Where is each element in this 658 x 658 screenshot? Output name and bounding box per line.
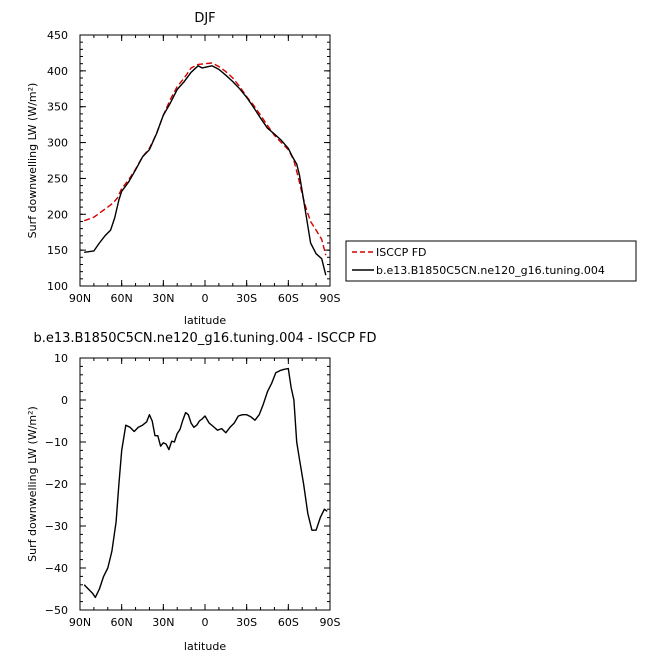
y-tick-label: −30: [45, 520, 68, 533]
x-tick-label: 30S: [236, 292, 257, 305]
y-tick-label: 250: [47, 172, 68, 185]
djf-panel: DJF 100 150 200 250 300 350 400 450 90N 60N 30N 0 30S…: [26, 11, 637, 327]
y-tick-label: 10: [54, 352, 68, 365]
y-tick-label: −50: [45, 604, 68, 617]
x-tick-label: 60S: [278, 616, 299, 629]
x-tick-label: 0: [202, 616, 209, 629]
x-tick-label: 30N: [152, 292, 174, 305]
x-tick-label: 90N: [69, 292, 91, 305]
legend-label: b.e13.B1850C5CN.ne120_g16.tuning.004: [376, 264, 605, 277]
y-tick-label: 0: [61, 394, 68, 407]
y-tick-label: 450: [47, 29, 68, 42]
y-tick-label: 200: [47, 208, 68, 221]
x-tick-label: 60N: [111, 616, 133, 629]
legend-box: [345, 240, 637, 282]
y-tick-label: 300: [47, 137, 68, 150]
x-tick-label: 90S: [320, 616, 341, 629]
x-tick-label: 90N: [69, 616, 91, 629]
x-axis-label: latitude: [184, 640, 226, 653]
x-tick-label: 30S: [236, 616, 257, 629]
y-tick-label: 150: [47, 244, 68, 257]
series-line-difference: [83, 367, 328, 599]
series-line-isccp-fd: [83, 62, 327, 256]
series-line-b-e13-b1850c5cn-ne120-g16-tuning-004: [84, 65, 327, 276]
y-tick-label: −40: [45, 562, 68, 575]
y-tick-label: 350: [47, 101, 68, 114]
y-axis-label: Surf downwelling LW (W/m²): [26, 406, 39, 562]
y-axis-label: Surf downwelling LW (W/m²): [26, 83, 39, 239]
y-tick-label: −20: [45, 478, 68, 491]
y-tick-label: 100: [47, 280, 68, 293]
difference-panel: b.e13.B1850C5CN.ne120_g16.tuning.004 - I…: [26, 331, 377, 653]
plot-frame: [79, 34, 331, 287]
x-tick-label: 30N: [152, 616, 174, 629]
chart-title: b.e13.B1850C5CN.ne120_g16.tuning.004 - I…: [33, 331, 376, 346]
y-tick-label: 400: [47, 65, 68, 78]
x-tick-label: 60N: [111, 292, 133, 305]
x-tick-label: 60S: [278, 292, 299, 305]
x-axis-label: latitude: [184, 314, 226, 327]
x-tick-label: 90S: [320, 292, 341, 305]
chart-title: DJF: [194, 11, 215, 26]
x-tick-label: 0: [202, 292, 209, 305]
y-tick-label: −10: [45, 436, 68, 449]
legend-label: ISCCP FD: [376, 246, 427, 259]
